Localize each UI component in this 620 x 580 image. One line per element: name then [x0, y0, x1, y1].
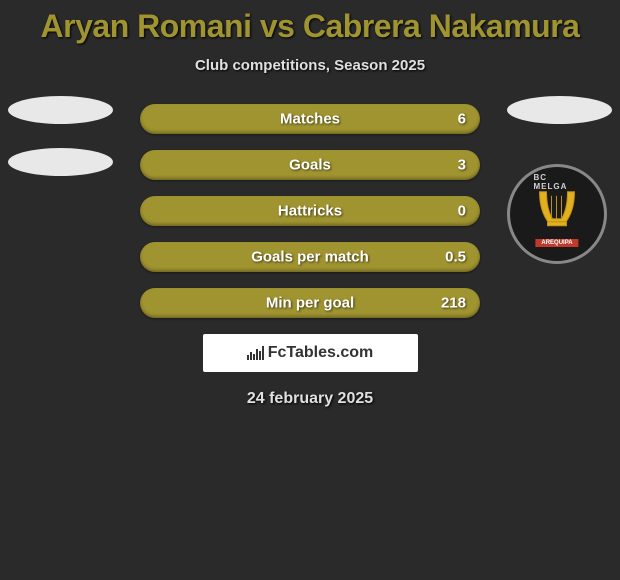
lyre-icon [530, 184, 585, 239]
club-logo: BC MELGA AREQUIPA [507, 164, 607, 264]
stat-label: Goals [289, 157, 331, 174]
player-badge-ellipse [507, 96, 612, 124]
branding-badge[interactable]: FcTables.com [203, 334, 418, 372]
branding-text: FcTables.com [268, 344, 374, 362]
stat-label: Matches [280, 111, 340, 128]
date-label: 24 february 2025 [0, 390, 620, 408]
stat-label: Min per goal [266, 295, 354, 312]
stat-bar-goals-per-match: Goals per match 0.5 [140, 242, 480, 272]
player-badge-ellipse [8, 148, 113, 176]
stats-list: Matches 6 Goals 3 Hattricks 0 Goals per … [140, 104, 480, 318]
stat-value: 218 [441, 295, 466, 312]
right-player-badges: BC MELGA AREQUIPA [507, 96, 612, 264]
stat-bar-min-per-goal: Min per goal 218 [140, 288, 480, 318]
left-player-badges [8, 96, 113, 200]
stat-value: 3 [458, 157, 466, 174]
stat-bar-matches: Matches 6 [140, 104, 480, 134]
stat-value: 0.5 [445, 249, 466, 266]
comparison-area: BC MELGA AREQUIPA Matches 6 Goals 3 [0, 104, 620, 408]
subtitle: Club competitions, Season 2025 [0, 57, 620, 74]
stat-label: Goals per match [251, 249, 369, 266]
stat-bar-goals: Goals 3 [140, 150, 480, 180]
bar-chart-icon [247, 346, 264, 360]
club-logo-bottom-text: AREQUIPA [535, 239, 578, 247]
stat-value: 6 [458, 111, 466, 128]
player-badge-ellipse [8, 96, 113, 124]
stat-bar-hattricks: Hattricks 0 [140, 196, 480, 226]
page-title: Aryan Romani vs Cabrera Nakamura [0, 8, 620, 45]
stat-value: 0 [458, 203, 466, 220]
stat-label: Hattricks [278, 203, 342, 220]
comparison-widget: Aryan Romani vs Cabrera Nakamura Club co… [0, 0, 620, 408]
